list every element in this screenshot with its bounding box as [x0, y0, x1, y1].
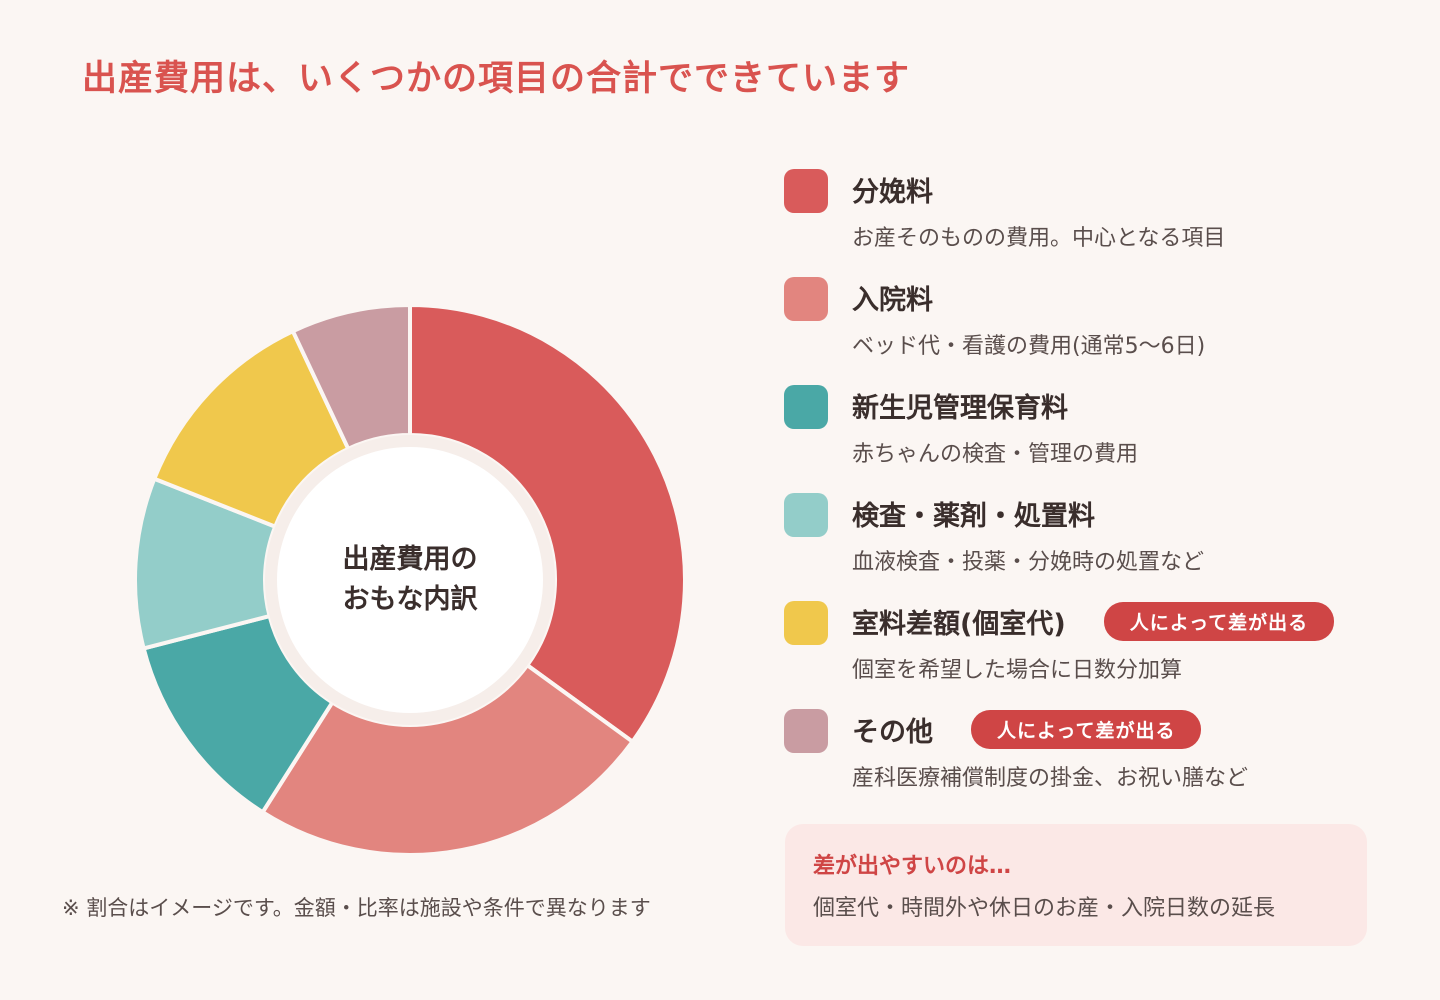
legend-swatch [784, 493, 828, 537]
varies-badge: 人によって差が出る [1103, 602, 1335, 641]
legend-swatch [784, 601, 828, 645]
legend-item-name: 分娩料 [852, 177, 933, 208]
legend-item-name: 入院料 [852, 285, 933, 316]
legend-swatch [784, 277, 828, 321]
footnote: ※ 割合はイメージです。金額・比率は施設や条件で異なります [62, 896, 651, 920]
legend-item-desc: お産そのものの費用。中心となる項目 [852, 226, 1226, 251]
callout-text: 個室代・時間外や休日のお産・入院日数の延長 [813, 896, 1276, 921]
legend-item-delivery: 分娩料 お産そのものの費用。中心となる項目 [784, 166, 1384, 274]
callout-box: 差が出やすいのは… 個室代・時間外や休日のお産・入院日数の延長 [785, 824, 1367, 946]
legend-swatch [784, 169, 828, 213]
legend-item-name: 室料差額(個室代) [852, 609, 1066, 640]
legend-item-name: 新生児管理保育料 [852, 393, 1068, 424]
legend-item-private-room: 室料差額(個室代) 人によって差が出る 個室を希望した場合に日数分加算 [784, 598, 1384, 706]
legend-item-tests-medicine: 検査・薬剤・処置料 血液検査・投薬・分娩時の処置など [784, 490, 1384, 598]
legend-item-name: 検査・薬剤・処置料 [852, 501, 1095, 532]
legend-item-desc: 赤ちゃんの検査・管理の費用 [852, 442, 1139, 467]
page-title: 出産費用は、いくつかの項目の合計でできています [82, 59, 911, 99]
legend: 分娩料 お産そのものの費用。中心となる項目 入院料 ベッド代・看護の費用(通常5… [784, 166, 1384, 814]
legend-swatch [784, 385, 828, 429]
legend-item-hospitalization: 入院料 ベッド代・看護の費用(通常5〜6日) [784, 274, 1384, 382]
donut-hole [277, 447, 543, 713]
donut-chart [130, 300, 690, 860]
legend-item-name: その他 [852, 717, 933, 748]
varies-badge: 人によって差が出る [971, 710, 1202, 749]
legend-item-other: その他 人によって差が出る 産科医療補償制度の掛金、お祝い膳など [784, 706, 1384, 814]
legend-item-desc: 血液検査・投薬・分娩時の処置など [852, 550, 1205, 575]
legend-swatch [784, 709, 828, 753]
donut-chart-svg [133, 302, 687, 857]
legend-item-desc: 個室を希望した場合に日数分加算 [852, 658, 1183, 683]
legend-item-desc: ベッド代・看護の費用(通常5〜6日) [852, 334, 1206, 359]
callout-title: 差が出やすいのは… [813, 854, 1012, 879]
legend-item-desc: 産科医療補償制度の掛金、お祝い膳など [852, 766, 1249, 791]
legend-item-newborn-care: 新生児管理保育料 赤ちゃんの検査・管理の費用 [784, 382, 1384, 490]
